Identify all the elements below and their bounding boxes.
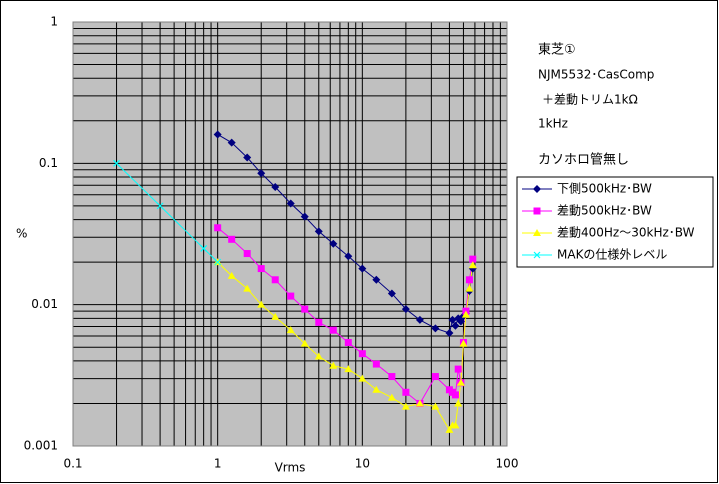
data-point <box>431 402 440 410</box>
data-point <box>257 300 266 308</box>
data-point <box>329 326 337 334</box>
data-point <box>286 199 295 208</box>
data-point <box>387 393 396 401</box>
data-point <box>329 239 338 248</box>
data-point <box>271 183 280 192</box>
data-point <box>387 289 396 298</box>
data-point <box>227 138 236 147</box>
data-point <box>456 378 465 386</box>
data-point <box>448 315 457 324</box>
legend-box <box>516 176 714 268</box>
data-point <box>228 235 236 243</box>
data-point <box>358 374 367 382</box>
data-point <box>344 252 353 261</box>
x-tick-label: 100 <box>496 457 519 471</box>
data-point <box>358 350 366 358</box>
data-point <box>214 258 222 266</box>
data-point <box>451 391 459 399</box>
data-point <box>372 275 381 284</box>
data-point <box>300 339 309 347</box>
legend-marker <box>533 207 541 215</box>
annotation: カソホロ管無し <box>538 153 629 168</box>
data-point <box>451 421 460 429</box>
data-point <box>287 292 295 300</box>
data-point <box>271 276 279 284</box>
data-point <box>402 388 410 396</box>
data-point <box>459 339 468 347</box>
data-point <box>358 264 367 273</box>
data-point <box>113 159 120 167</box>
data-point <box>243 284 252 292</box>
annotation: 1kHz <box>538 117 568 131</box>
data-point <box>469 255 477 263</box>
legend-label: MAKの仕様外レベル <box>557 248 667 262</box>
annotation: 東芝① <box>538 42 576 58</box>
data-point <box>344 365 353 373</box>
data-point <box>465 284 474 292</box>
data-point <box>372 360 380 368</box>
data-point <box>465 276 473 284</box>
series-line <box>116 162 219 263</box>
data-point <box>243 250 251 258</box>
data-point <box>227 271 236 279</box>
data-point <box>454 365 462 373</box>
y-axis-label: % <box>16 227 27 241</box>
data-point <box>401 305 410 314</box>
data-point <box>401 402 410 410</box>
y-tick-label: 0.01 <box>31 297 58 311</box>
data-point <box>301 305 309 313</box>
data-point <box>314 352 323 360</box>
data-point <box>257 169 266 178</box>
data-point <box>415 399 424 407</box>
data-point <box>431 373 439 381</box>
data-point <box>461 310 470 318</box>
data-point <box>200 244 208 252</box>
plot-border <box>72 21 508 447</box>
data-point <box>286 326 295 334</box>
data-point <box>431 324 440 333</box>
data-point <box>156 202 164 210</box>
data-point <box>344 338 352 346</box>
x-tick-label: 0.1 <box>63 457 82 471</box>
data-point <box>213 130 222 139</box>
data-point <box>468 261 477 269</box>
annotation: ＋差動トリム1kΩ <box>542 93 638 107</box>
data-point <box>243 153 252 162</box>
data-point <box>329 361 338 369</box>
legend-marker <box>533 251 541 259</box>
data-point <box>300 212 309 221</box>
data-point <box>445 329 454 338</box>
x-tick-label: 1 <box>214 457 222 471</box>
y-tick-label: 0.001 <box>24 439 58 453</box>
data-point <box>257 265 265 273</box>
y-tick-label: 0.1 <box>39 156 58 170</box>
data-point <box>415 315 424 324</box>
legend-marker <box>533 185 541 193</box>
y-tick-label: 1 <box>50 15 58 29</box>
data-point <box>315 318 323 326</box>
x-tick-label: 10 <box>355 457 370 471</box>
data-point <box>314 227 323 236</box>
legend-label: 下側500kHz･BW <box>557 182 652 196</box>
annotation: NJM5532･CasComp <box>538 68 654 82</box>
data-point <box>451 321 460 330</box>
data-point <box>214 224 222 232</box>
legend-marker <box>533 229 541 236</box>
data-point <box>454 399 463 407</box>
x-axis-label: Vrms <box>275 461 306 475</box>
legend-label: 差動500kHz･BW <box>557 204 652 218</box>
data-point <box>388 373 396 381</box>
data-point <box>445 425 454 433</box>
legend-label: 差動400Hz～30kHz･BW <box>557 226 695 240</box>
data-point <box>372 385 381 393</box>
data-point <box>271 312 280 320</box>
